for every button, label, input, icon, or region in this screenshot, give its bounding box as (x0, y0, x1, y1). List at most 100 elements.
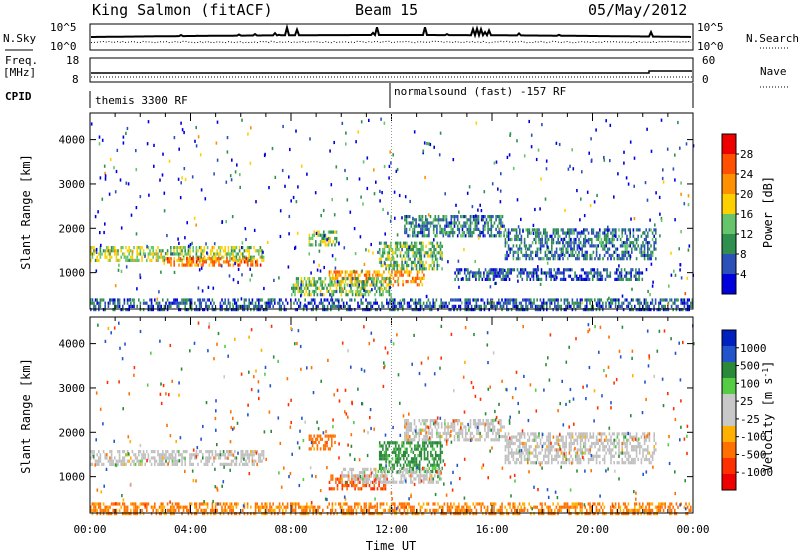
heatmap-cell (358, 280, 360, 284)
heatmap-cell (589, 448, 591, 452)
heatmap-cell (133, 304, 135, 308)
heatmap-cell (567, 432, 569, 436)
heatmap-cell (554, 231, 556, 235)
heatmap-cell (372, 283, 375, 287)
heatmap-cell (504, 298, 506, 302)
heatmap-cell (349, 270, 352, 274)
heatmap-cell (433, 441, 435, 445)
heatmap-cell (420, 257, 423, 261)
heatmap-cell (181, 453, 183, 457)
heatmap-cell (543, 257, 545, 261)
heatmap-cell (613, 298, 615, 302)
heatmap-cell (569, 238, 572, 242)
heatmap-cell (544, 250, 547, 254)
heatmap-cell (186, 301, 188, 305)
heatmap-cell (639, 250, 641, 254)
heatmap-cell (602, 247, 604, 251)
heatmap-cell (589, 253, 591, 258)
heatmap-cell (418, 463, 421, 467)
heatmap-cell (629, 461, 631, 465)
heatmap-cell (130, 304, 132, 308)
heatmap-cell (274, 298, 276, 302)
heatmap-cell (120, 226, 123, 230)
heatmap-cell (245, 453, 247, 457)
heatmap-cell (351, 293, 354, 297)
heatmap-cell (628, 277, 631, 281)
heatmap-cell (210, 257, 212, 261)
heatmap-cell (389, 219, 392, 223)
heatmap-cell (163, 258, 166, 262)
heatmap-cell (491, 268, 493, 272)
heatmap-cell (591, 237, 593, 242)
heatmap-cell (386, 254, 389, 258)
heatmap-cell (183, 167, 186, 171)
heatmap-cell (339, 280, 341, 284)
heatmap-cell (525, 451, 527, 455)
heatmap-cell (507, 461, 510, 465)
heatmap-cell (557, 438, 559, 442)
heatmap-cell (356, 286, 359, 290)
heatmap-cell (546, 237, 548, 242)
heatmap-cell (595, 441, 598, 446)
heatmap-cell (331, 283, 333, 287)
heatmap-cell (423, 441, 426, 445)
heatmap-cell (607, 237, 609, 242)
heatmap-cell (600, 237, 603, 242)
heatmap-cell (557, 304, 559, 308)
heatmap-cell (599, 448, 601, 452)
heatmap-cell (460, 422, 462, 426)
heatmap-cell (433, 244, 435, 248)
heatmap-cell (199, 153, 202, 157)
heatmap-cell (514, 451, 516, 455)
freq-right-tick-high: 60 (702, 54, 715, 67)
heatmap-cell (432, 298, 434, 302)
heatmap-cell (115, 304, 118, 308)
heatmap-cell (624, 241, 627, 245)
heatmap-cell (373, 487, 376, 491)
heatmap-cell (479, 203, 481, 207)
heatmap-cell (624, 228, 627, 232)
heatmap-cell (569, 274, 572, 278)
heatmap-cell (616, 298, 618, 302)
heatmap-cell (678, 308, 681, 312)
heatmap-cell (90, 122, 93, 126)
heatmap-cell (556, 276, 558, 280)
heatmap-cell (595, 308, 598, 312)
heatmap-cell (415, 234, 417, 238)
heatmap-cell (515, 301, 518, 305)
heatmap-cell (592, 435, 595, 439)
heatmap-cell (483, 274, 485, 278)
heatmap-cell (448, 435, 451, 439)
heatmap-cell (506, 257, 508, 261)
heatmap-cell (243, 298, 246, 302)
heatmap-cell (629, 231, 631, 235)
heatmap-cell (631, 457, 633, 462)
heatmap-cell (501, 298, 503, 302)
heatmap-cell (435, 298, 438, 302)
heatmap-cell (431, 419, 433, 423)
heatmap-cell (535, 435, 537, 439)
heatmap-cell (500, 218, 502, 222)
heatmap-cell (651, 298, 654, 302)
heatmap-cell (174, 453, 177, 457)
heatmap-cell (344, 484, 347, 488)
heatmap-cell (310, 243, 312, 247)
heatmap-cell (653, 435, 655, 439)
heatmap-cell (493, 276, 496, 281)
heatmap-cell (492, 268, 495, 272)
heatmap-cell (396, 267, 399, 271)
heatmap-cell (240, 260, 243, 264)
heatmap-cell (507, 445, 510, 449)
heatmap-cell (629, 244, 631, 248)
heatmap-cell (95, 269, 98, 273)
heatmap-cell (489, 268, 492, 272)
heatmap-cell (187, 298, 190, 302)
heatmap-cell (587, 237, 590, 242)
heatmap-cell (377, 250, 379, 254)
heatmap-cell (384, 232, 386, 236)
heatmap-cell (351, 477, 353, 481)
heatmap-cell (331, 293, 333, 297)
heatmap-cell (115, 459, 118, 463)
heatmap-cell (157, 453, 159, 457)
heatmap-cell (378, 454, 381, 458)
